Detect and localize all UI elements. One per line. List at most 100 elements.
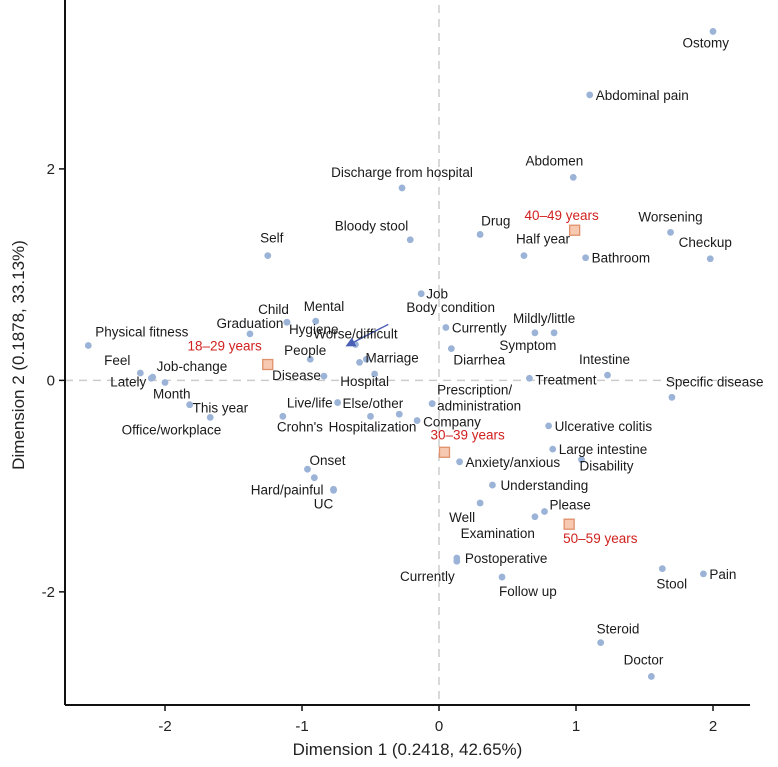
- point-label: This year: [193, 401, 249, 416]
- point-label: Drug: [481, 213, 510, 228]
- point-label: Follow up: [499, 584, 557, 599]
- point-label: Body condition: [406, 300, 495, 315]
- data-point: [371, 370, 379, 378]
- point-label: Worse/difficult: [313, 326, 398, 341]
- point-label: Ulcerative colitis: [555, 419, 653, 434]
- point-label: Stool: [656, 577, 687, 592]
- point-label: Specific disease: [666, 374, 764, 389]
- data-point: [531, 513, 539, 521]
- data-point: [498, 573, 506, 581]
- point-label: Understanding: [500, 478, 588, 493]
- group-marker: [262, 358, 274, 371]
- point-label: Postoperative: [465, 551, 548, 566]
- point-label: Hard/painful: [251, 482, 324, 497]
- data-point: [668, 393, 676, 401]
- data-point: [489, 481, 496, 489]
- point-label: Company: [423, 415, 481, 430]
- data-point: [520, 252, 528, 260]
- point-label: administration: [437, 399, 521, 414]
- data-point: [531, 329, 539, 337]
- data-point: [647, 673, 655, 680]
- point-label: Disability: [579, 459, 633, 474]
- point-label: Pain: [709, 567, 736, 582]
- data-point: [700, 570, 707, 578]
- data-point: [569, 173, 577, 181]
- point-label: Self: [260, 231, 284, 246]
- point-label: Worsening: [638, 209, 702, 224]
- data-point: [306, 355, 314, 363]
- point-label: Steroid: [597, 622, 640, 637]
- point-label: Prescription/: [437, 383, 512, 398]
- point-label: Crohn's: [277, 419, 323, 434]
- group-marker: [568, 224, 581, 236]
- data-point: [161, 379, 169, 386]
- data-point: [334, 399, 342, 406]
- y-tick-label: 2: [47, 161, 55, 178]
- point-label: Abdominal pain: [596, 88, 689, 103]
- data-point: [264, 252, 272, 260]
- data-point: [578, 456, 585, 464]
- arrow-layer: [345, 323, 389, 347]
- data-point: [658, 565, 666, 572]
- point-label: Child: [258, 302, 289, 317]
- data-point: [413, 417, 421, 424]
- data-point: [453, 557, 461, 565]
- data-point: [310, 474, 318, 482]
- point-label: Well: [449, 510, 475, 525]
- point-label: Job: [426, 287, 448, 302]
- data-point: [186, 401, 194, 409]
- data-point: [549, 445, 557, 453]
- point-label: Marriage: [366, 350, 419, 365]
- data-point: [545, 422, 553, 430]
- data-point: [312, 317, 320, 325]
- data-point: [206, 413, 214, 421]
- group-marker: [438, 446, 451, 458]
- x-tick-label: 2: [709, 718, 717, 735]
- data-point: [447, 345, 455, 353]
- point-label: Intestine: [579, 352, 630, 367]
- point-label: Hospital: [340, 374, 389, 389]
- point-label: Hygiene: [289, 322, 339, 337]
- point-label: Currently: [400, 569, 455, 584]
- data-point: [367, 412, 374, 420]
- point-label: UC: [314, 496, 334, 511]
- point-label: Lately: [110, 374, 146, 389]
- data-point: [526, 374, 533, 382]
- data-point: [476, 499, 484, 507]
- data-point: [604, 371, 611, 379]
- data-point: [136, 369, 144, 377]
- point-label: Please: [550, 497, 591, 512]
- data-point: [84, 342, 92, 349]
- point-label: Office/workplace: [122, 422, 222, 437]
- points-layer: [84, 28, 717, 680]
- x-tick-label: -2: [158, 718, 171, 735]
- point-label: Mental: [304, 299, 345, 314]
- point-label: Ostomy: [682, 35, 729, 50]
- y-axis-title: Dimension 2 (0.1878, 33.13%): [9, 240, 28, 470]
- point-label: Examination: [461, 526, 535, 541]
- groups-layer: 40–49 years 18–29 years 30–39 years 50–59 y…: [187, 208, 637, 546]
- data-point: [582, 254, 589, 262]
- x-axis-title: Dimension 1 (0.2418, 42.65%): [293, 740, 523, 759]
- point-label: Anxiety/anxious: [466, 455, 561, 470]
- group-label: 40–49 years: [524, 208, 599, 223]
- point-label: Feel: [104, 353, 130, 368]
- data-point: [550, 329, 558, 337]
- x-tick-label: 0: [435, 718, 443, 735]
- group-label: 18–29 years: [187, 339, 262, 354]
- data-point: [246, 330, 254, 338]
- x-tick-label: -1: [295, 718, 308, 735]
- point-label: Onset: [309, 453, 345, 468]
- group-marker: [563, 518, 575, 530]
- point-label: Discharge from hospital: [331, 165, 473, 180]
- data-point: [363, 355, 370, 363]
- data-point: [398, 184, 406, 192]
- point-label: Symptom: [499, 338, 556, 353]
- data-point: [709, 28, 717, 35]
- data-point: [356, 359, 363, 366]
- data-point: [279, 412, 287, 420]
- data-point: [541, 508, 548, 515]
- point-label: Treatment: [535, 372, 596, 387]
- labels-layer: Ostomy Abdominal pain Abdomen Discharge fro…: [95, 35, 763, 667]
- data-point: [330, 486, 337, 494]
